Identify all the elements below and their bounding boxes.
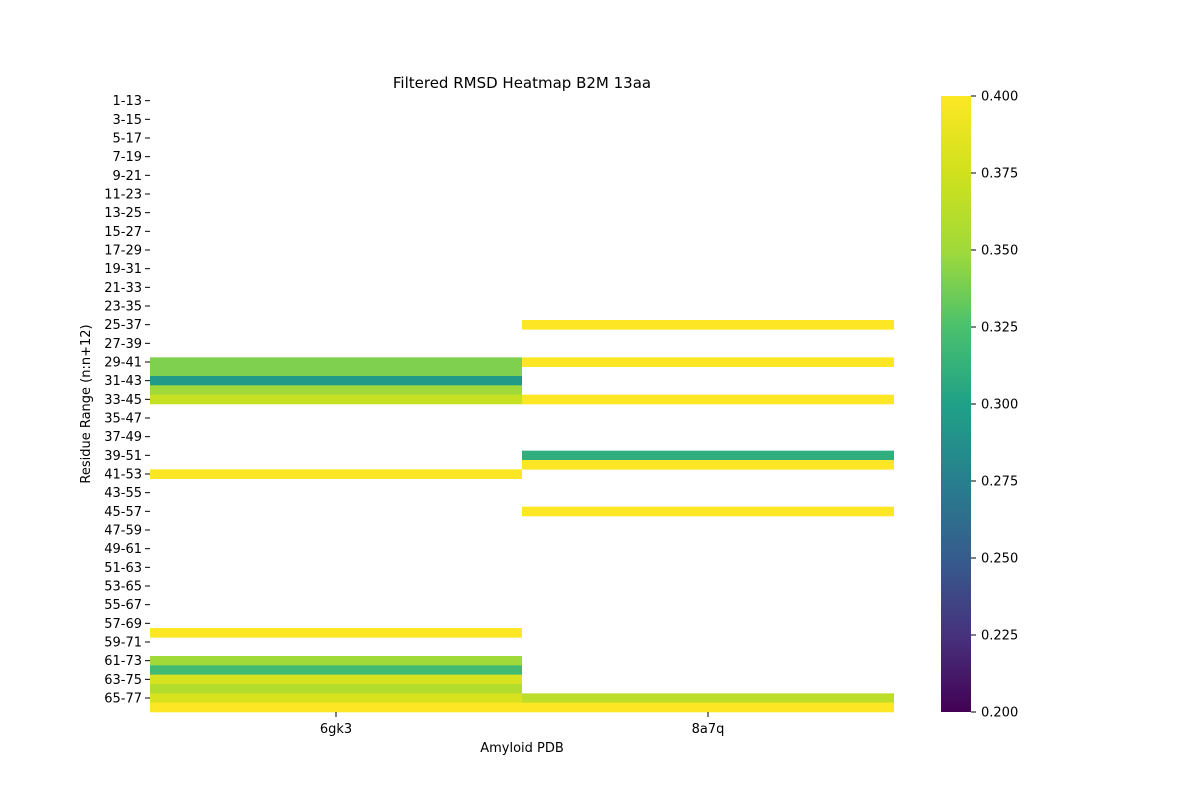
heatmap-cell (150, 693, 522, 703)
y-tick-label: 41-53 (104, 468, 142, 483)
y-tick-label: 3-15 (112, 113, 142, 128)
y-tick-label: 19-31 (104, 262, 142, 277)
x-tick-label: 6gk3 (320, 722, 352, 737)
colorbar-tick-label: 0.200 (981, 706, 1018, 721)
y-tick-label: 15-27 (104, 225, 142, 240)
colorbar-tick-label: 0.225 (981, 629, 1018, 644)
colorbar-gradient (941, 96, 971, 712)
heatmap-cell (522, 506, 894, 517)
heatmap-cell (150, 366, 522, 377)
x-axis-ticks: 6gk3 8a7q (320, 712, 725, 737)
heatmap-cell (150, 469, 522, 479)
y-tick-label: 65-77 (104, 692, 142, 707)
y-tick-label: 35-47 (104, 412, 142, 427)
x-tick-label: 8a7q (692, 722, 725, 737)
y-tick-label: 37-49 (104, 430, 142, 445)
heatmap-cells (150, 320, 894, 713)
y-tick-label: 21-33 (104, 281, 142, 296)
colorbar-tick-label: 0.325 (981, 321, 1018, 336)
heatmap-cell (150, 385, 522, 395)
y-tick-label: 47-59 (104, 524, 142, 539)
y-tick-label: 49-61 (104, 542, 142, 557)
y-tick-label: 51-63 (104, 561, 142, 576)
colorbar-tick-label: 0.375 (981, 167, 1018, 182)
heatmap-cell (150, 684, 522, 694)
y-tick-label: 39-51 (104, 449, 142, 464)
y-tick-label: 13-25 (104, 206, 142, 221)
heatmap-cell (522, 460, 894, 470)
heatmap-cell (522, 450, 894, 461)
heatmap-cell (522, 357, 894, 367)
y-tick-label: 53-65 (104, 580, 142, 595)
y-tick-label: 43-55 (104, 486, 142, 501)
colorbar-tick-label: 0.350 (981, 244, 1018, 259)
y-tick-label: 61-73 (104, 654, 142, 669)
colorbar-tick-label: 0.250 (981, 552, 1018, 567)
y-tick-label: 1-13 (112, 94, 142, 109)
y-tick-label: 17-29 (104, 244, 142, 259)
colorbar-tick-label: 0.275 (981, 475, 1018, 490)
y-tick-label: 29-41 (104, 356, 142, 371)
colorbar-ticks: 0.200 0.225 0.250 0.275 0.300 0.325 0.350 0.375… (971, 90, 1018, 721)
heatmap-cell (522, 394, 894, 405)
heatmap-cell (150, 702, 522, 713)
y-tick-label: 9-21 (112, 169, 142, 184)
colorbar-tick-label: 0.300 (981, 398, 1018, 413)
y-tick-label: 55-67 (104, 598, 142, 613)
y-axis-ticks: 1-13 3-15 5-17 7-19 9-21 11-23 13-25 15-27 17-29… (104, 94, 150, 707)
y-tick-label: 7-19 (112, 150, 142, 165)
y-tick-label: 27-39 (104, 337, 142, 352)
heatmap-cell (150, 376, 522, 386)
colorbar-tick-label: 0.400 (981, 90, 1018, 105)
heatmap-cell (150, 674, 522, 685)
colorbar: 0.200 0.225 0.250 0.275 0.300 0.325 0.350 0.375… (941, 90, 1018, 721)
y-tick-label: 23-35 (104, 300, 142, 315)
y-tick-label: 5-17 (112, 132, 142, 147)
heatmap-cell (522, 320, 894, 330)
y-tick-label: 57-69 (104, 617, 142, 632)
y-tick-label: 45-57 (104, 505, 142, 520)
y-tick-label: 59-71 (104, 636, 142, 651)
y-tick-label: 31-43 (104, 374, 142, 389)
y-axis-label: Residue Range (n:n+12) (79, 324, 94, 483)
chart-title: Filtered RMSD Heatmap B2M 13aa (393, 74, 651, 92)
x-axis-label: Amyloid PDB (480, 741, 564, 756)
heatmap-cell (522, 693, 894, 703)
y-tick-label: 33-45 (104, 393, 142, 408)
heatmap-cell (150, 628, 522, 638)
heatmap-cell (150, 656, 522, 666)
heatmap-cell (150, 665, 522, 675)
y-tick-label: 25-37 (104, 318, 142, 333)
y-tick-label: 11-23 (104, 188, 142, 203)
heatmap-cell (150, 357, 522, 367)
heatmap-cell (150, 394, 522, 405)
heatmap-cell (522, 702, 894, 713)
y-tick-label: 63-75 (104, 673, 142, 688)
